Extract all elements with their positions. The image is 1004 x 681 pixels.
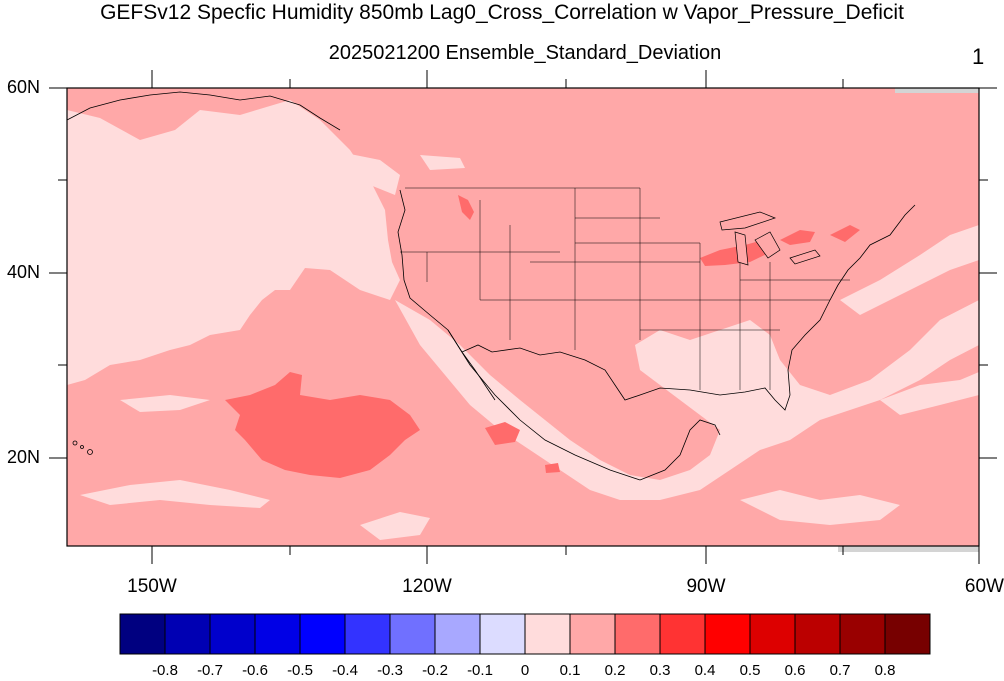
lat-label-60n: 60N <box>6 77 40 97</box>
colorbar-swatch <box>389 613 436 655</box>
field-region-idaho-strong <box>458 195 474 220</box>
colorbar-swatch <box>569 613 616 655</box>
colorbar-label: 0.2 <box>604 662 626 679</box>
field-region-gulf-light <box>330 150 400 195</box>
field-region-atlantic-light-2 <box>880 372 979 415</box>
field-region-ontario-strong <box>780 230 815 245</box>
colorbar-swatch <box>884 613 931 655</box>
colorbar-label: 0.8 <box>874 662 896 679</box>
map-frame <box>66 87 980 547</box>
missing-data-strip <box>838 546 979 552</box>
missing-data-strip-top <box>895 88 979 93</box>
lat-label-40n: 40N <box>6 262 40 282</box>
colorbar-swatch <box>614 613 661 655</box>
colorbar-swatch <box>434 613 481 655</box>
field-region-pacific-strong <box>225 372 420 478</box>
colorbar <box>119 613 931 655</box>
coastlines <box>66 91 916 481</box>
hawaii-islands <box>72 440 93 455</box>
colorbar-label: -0.2 <box>422 662 448 679</box>
colorbar-swatch <box>209 613 256 655</box>
field-region-quebec-strong <box>830 225 860 242</box>
field-region-tropical-light <box>80 480 270 508</box>
field-region-strong-small <box>485 422 520 445</box>
panel-number: 1 <box>972 44 985 69</box>
plot-subtitle: 2025021200 Ensemble_Standard_Deviation <box>328 42 722 64</box>
colorbar-label: -0.6 <box>242 662 268 679</box>
colorbar-label: -0.4 <box>332 662 358 679</box>
colorbar-swatch <box>164 613 211 655</box>
plot-title: GEFSv12 Specfic Humidity 850mb Lag0_Cros… <box>100 1 904 24</box>
lon-label-90w: 90W <box>686 576 726 597</box>
colorbar-label: -0.8 <box>152 662 178 679</box>
colorbar-swatch <box>524 613 571 655</box>
colorbar-label: -0.5 <box>287 662 313 679</box>
colorbar-swatch <box>749 613 796 655</box>
field-region-canada-light <box>420 155 465 170</box>
colorbar-swatch <box>839 613 886 655</box>
colorbar-swatch <box>479 613 526 655</box>
colorbar-swatch <box>794 613 841 655</box>
colorbar-label: -0.7 <box>197 662 223 679</box>
colorbar-swatch <box>704 613 751 655</box>
field-region-se-light <box>740 490 900 525</box>
axis-ticks <box>49 70 997 564</box>
colorbar-label: 0.6 <box>784 662 806 679</box>
colorbar-label: 0 <box>520 662 530 679</box>
lon-label-60w: 60W <box>964 576 1004 597</box>
colorbar-swatch <box>659 613 706 655</box>
field-region-pacific-light <box>67 100 400 385</box>
lat-label-20n: 20N <box>6 447 40 467</box>
colorbar-label: -0.3 <box>377 662 403 679</box>
colorbar-label: 0.7 <box>829 662 851 679</box>
colorbar-swatch <box>344 613 391 655</box>
colorbar-swatch <box>254 613 301 655</box>
field-region-south-light <box>360 512 430 540</box>
state-borders <box>400 187 850 390</box>
colorbar-label: 0.4 <box>694 662 716 679</box>
colorbar-label: -0.1 <box>467 662 493 679</box>
colorbar-swatch <box>299 613 346 655</box>
lon-label-150w: 150W <box>127 576 177 597</box>
field-region-pacific-light-2 <box>120 395 210 412</box>
great-lakes <box>719 211 821 266</box>
colorbar-swatch <box>119 613 166 655</box>
field-region-strong-tiny <box>545 463 560 473</box>
colorbar-label: 0.1 <box>559 662 581 679</box>
colorbar-label: 0.3 <box>649 662 671 679</box>
field-region-mexico-light <box>395 300 979 500</box>
field-region-atlantic-light <box>840 225 979 315</box>
lon-label-120w: 120W <box>402 576 452 597</box>
colorbar-label: 0.5 <box>739 662 761 679</box>
